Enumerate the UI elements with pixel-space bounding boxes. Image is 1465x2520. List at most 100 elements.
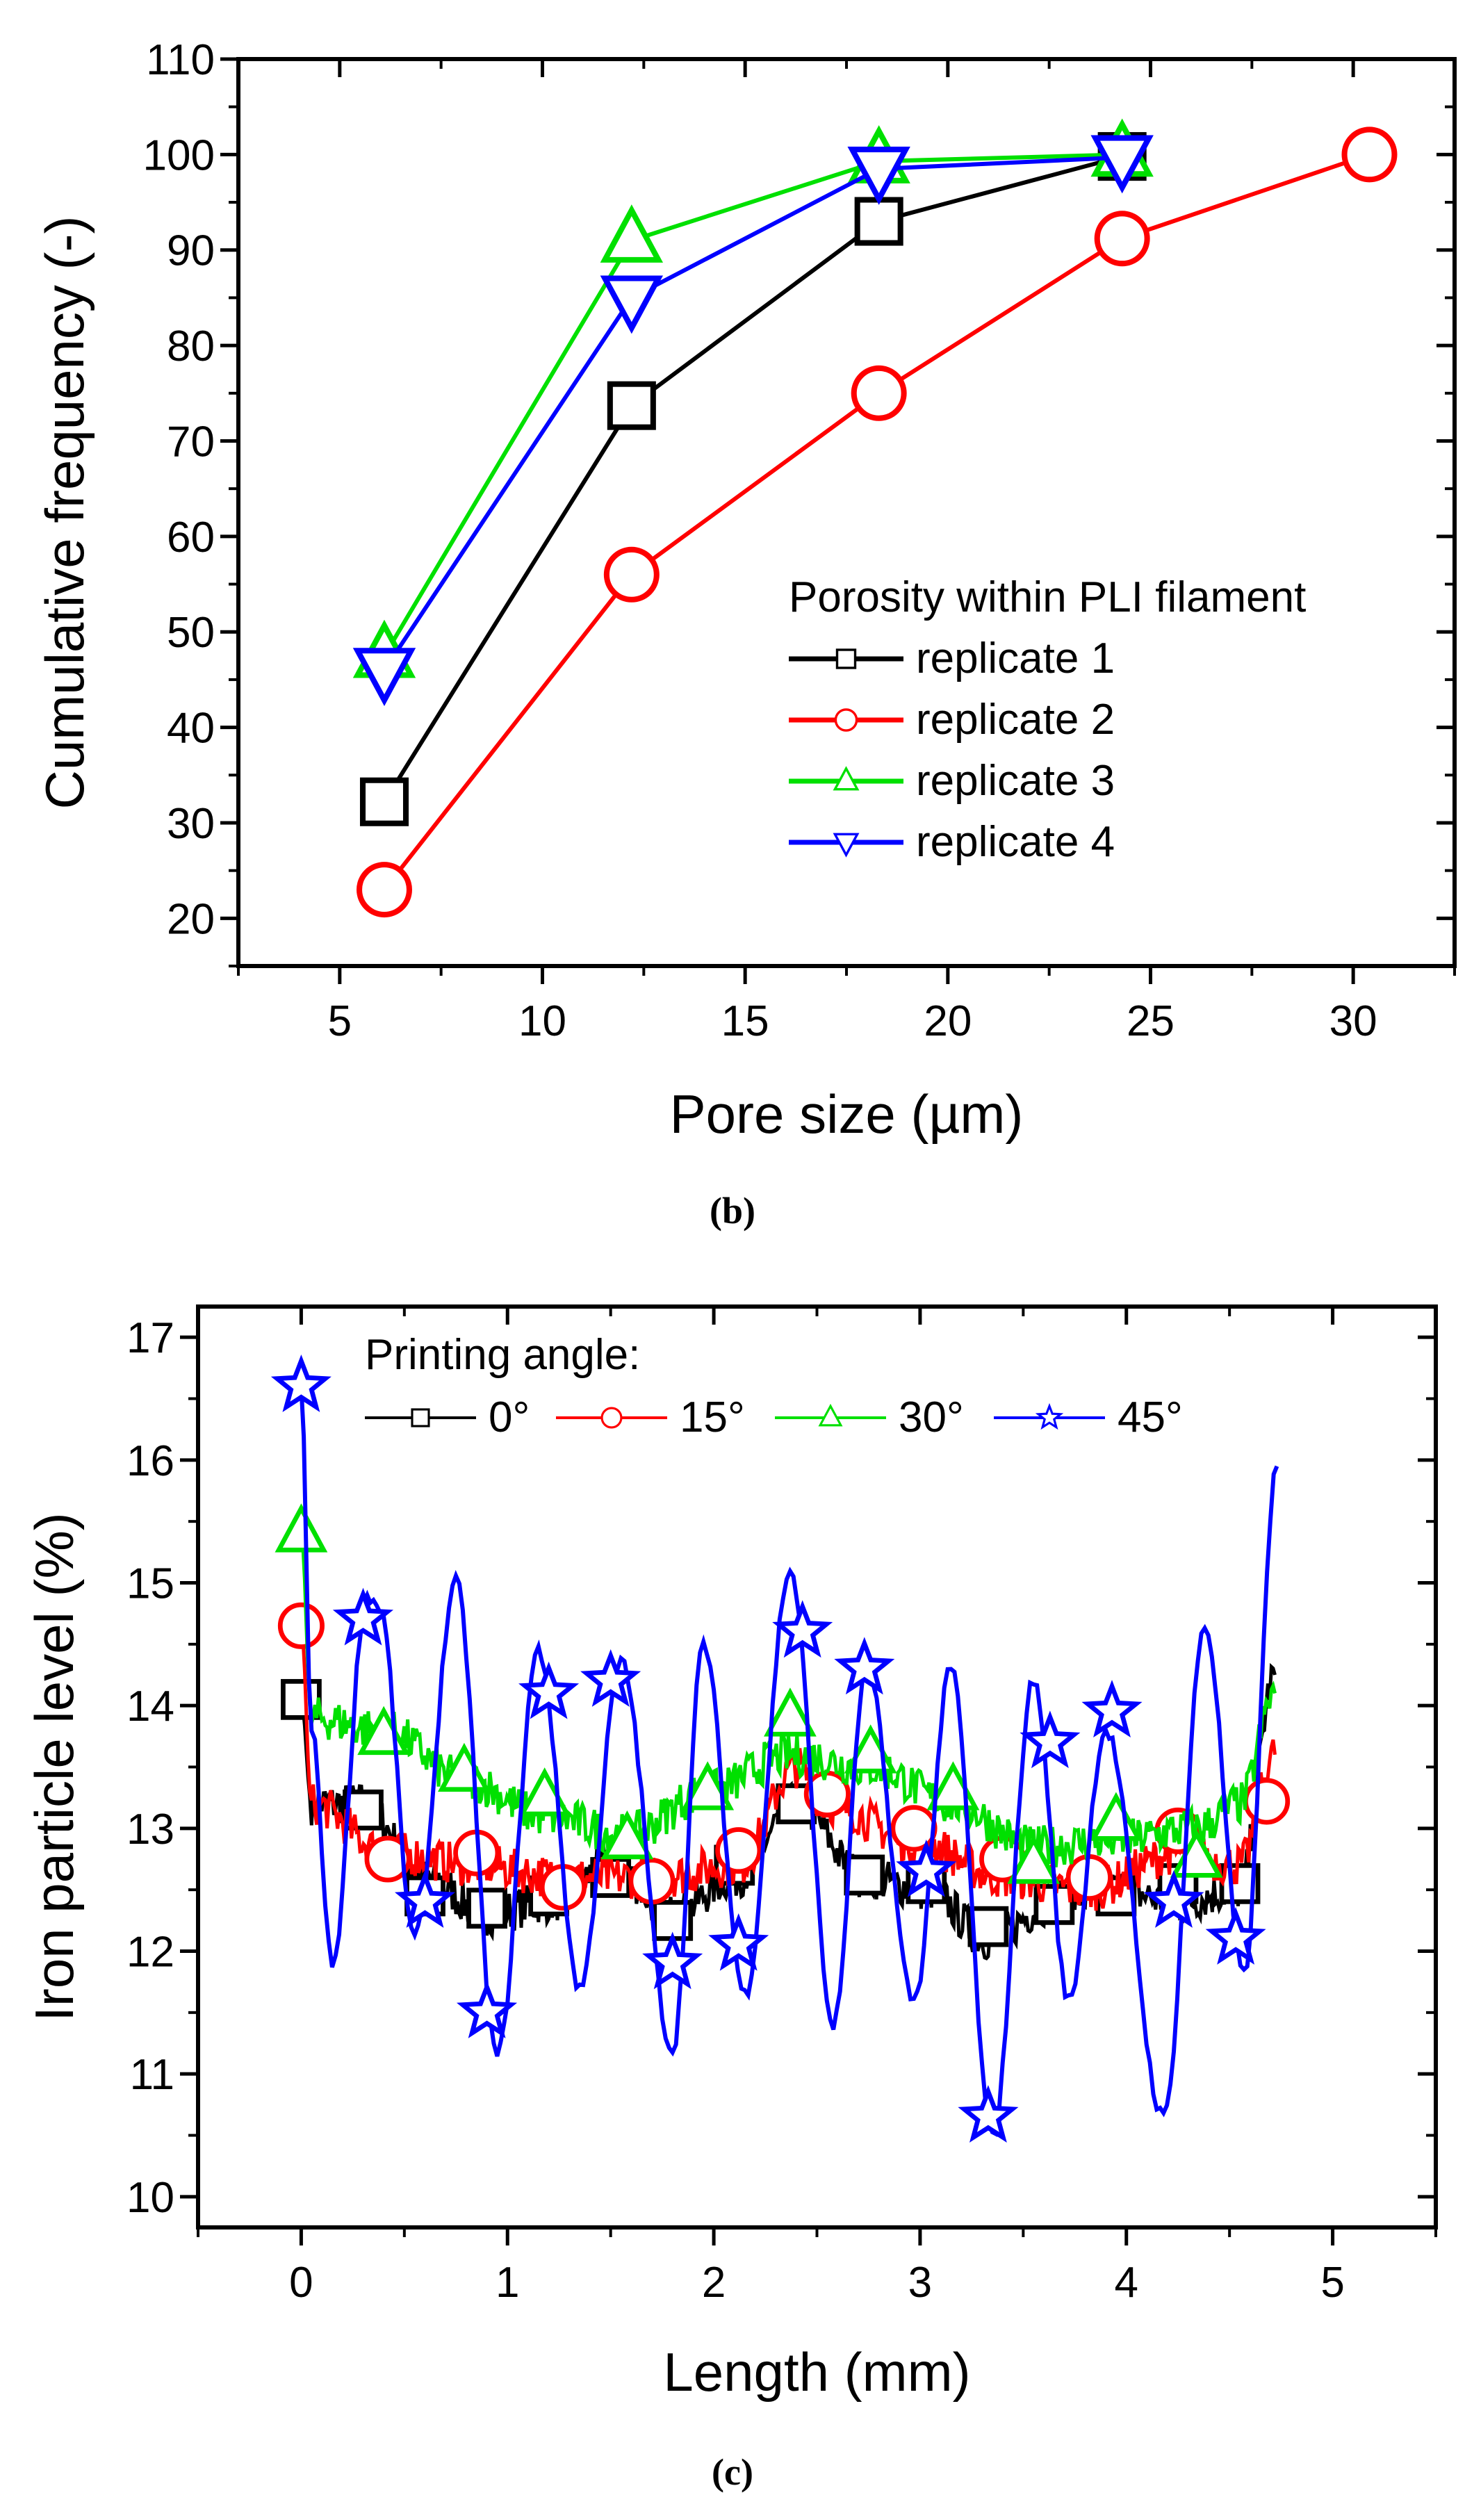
legend-marker: [600, 1407, 623, 1429]
figure-caption: (b): [710, 1190, 755, 1232]
legend-marker: [833, 833, 860, 858]
y-tick-label: 15: [126, 1560, 174, 1608]
data-point: [1090, 135, 1154, 194]
data-point: [851, 365, 907, 421]
x-tick-label: 5: [328, 997, 352, 1045]
legend-title: Porosity within PLI filament: [789, 573, 1306, 621]
data-point: [1143, 1869, 1204, 1928]
data-point: [607, 381, 656, 430]
figure-caption: (c): [712, 2451, 753, 2493]
data-point: [364, 1835, 411, 1883]
legend-marker: [1035, 1402, 1064, 1430]
data-point: [600, 275, 664, 334]
legend: Porosity within PLI filament replicate 1 r…: [789, 573, 1306, 866]
x-tick-label: 2: [702, 2259, 726, 2307]
data-point: [600, 1810, 654, 1860]
y-tick-label: 13: [126, 1806, 174, 1854]
legend-marker: [833, 766, 860, 791]
data-point: [1243, 1778, 1291, 1825]
data-point: [1081, 1680, 1143, 1737]
y-tick-label: 110: [146, 36, 215, 84]
data-point: [332, 1587, 394, 1646]
data-point: [1205, 1906, 1266, 1965]
series-line: [299, 1386, 1279, 2138]
data-point: [1007, 1835, 1061, 1884]
x-tick-label: 3: [908, 2259, 932, 2307]
data-point: [456, 1980, 518, 2038]
series-line: [382, 154, 1123, 803]
data-point: [275, 1503, 328, 1553]
x-axis-title: Length (mm): [663, 2341, 970, 2403]
legend-label: replicate 4: [916, 818, 1115, 866]
x-tick-label: 20: [924, 997, 972, 1045]
data-point: [896, 1839, 957, 1897]
data-point: [1090, 1792, 1143, 1841]
data-point: [844, 1854, 885, 1896]
y-tick-label: 30: [167, 800, 215, 848]
y-axis-title: Cumulative frequency (-): [34, 216, 95, 810]
legend-label: 0°: [489, 1393, 530, 1441]
x-axis-title: Pore size (µm): [670, 1083, 1024, 1145]
chart-b-pore-size: 5 10 15 20 25 30 20 30 40 50 60 70 80 90 100 110 Pore si…: [34, 36, 1457, 1232]
y-tick-label: 80: [167, 322, 215, 370]
data-point: [958, 2085, 1019, 2143]
y-tick-label: 11: [130, 2051, 174, 2099]
data-point: [1341, 126, 1398, 183]
series-45-: [270, 1355, 1279, 2143]
x-tick-label: 10: [518, 997, 566, 1045]
data-point: [708, 1913, 769, 1971]
data-point: [642, 1931, 703, 1990]
data-point: [518, 1661, 580, 1719]
data-point: [357, 862, 412, 918]
series-line: [382, 155, 1122, 671]
legend-marker: [835, 648, 857, 669]
data-point: [1094, 211, 1150, 267]
data-point: [772, 1600, 833, 1658]
legend-label: 45°: [1118, 1393, 1183, 1441]
data-point: [277, 1602, 325, 1649]
series-replicate-4: [352, 135, 1154, 707]
y-tick-label: 100: [143, 131, 215, 179]
y-tick-label: 50: [167, 609, 215, 657]
x-tick-label: 30: [1329, 997, 1377, 1045]
legend-label: replicate 3: [916, 757, 1115, 805]
legend-label: replicate 1: [916, 635, 1115, 682]
data-point: [359, 777, 409, 826]
y-tick-label: 12: [126, 1929, 174, 1977]
data-point: [854, 197, 903, 246]
data-point: [1020, 1710, 1081, 1769]
legend: Printing angle: 0° 15° 30° 45°: [365, 1331, 1183, 1441]
data-point: [394, 1870, 455, 1928]
legend-marker: [834, 708, 858, 732]
y-tick-label: 40: [167, 705, 215, 753]
legend-title: Printing angle:: [365, 1331, 640, 1379]
x-tick-label: 0: [289, 2259, 313, 2307]
data-point: [681, 1761, 735, 1810]
plot-frame: [196, 1304, 1438, 2229]
y-tick-label: 17: [126, 1314, 174, 1362]
data-point: [270, 1355, 332, 1412]
y-tick-label: 70: [167, 418, 215, 466]
x-tick-label: 15: [721, 997, 769, 1045]
x-tick-label: 4: [1115, 2259, 1138, 2307]
series-0-: [281, 1662, 1277, 1961]
x-tick-label: 1: [496, 2259, 519, 2307]
legend-label: 30°: [899, 1393, 964, 1441]
series-replicate-2: [357, 126, 1398, 918]
y-tick-label: 60: [167, 514, 215, 562]
data-point: [967, 1906, 1009, 1947]
x-tick-label: 25: [1127, 997, 1175, 1045]
series-line: [382, 152, 1122, 657]
y-axis-title: Iron particle level (%): [24, 1512, 85, 2022]
legend-marker: [411, 1408, 430, 1427]
y-tick-label: 16: [126, 1437, 174, 1485]
data-point: [764, 1687, 817, 1737]
plot-frame: [236, 57, 1457, 968]
y-tick-label: 14: [126, 1683, 174, 1731]
legend-label: replicate 2: [916, 696, 1115, 744]
data-point: [466, 1888, 507, 1929]
data-point: [352, 648, 416, 707]
series-replicate-1: [359, 132, 1147, 826]
